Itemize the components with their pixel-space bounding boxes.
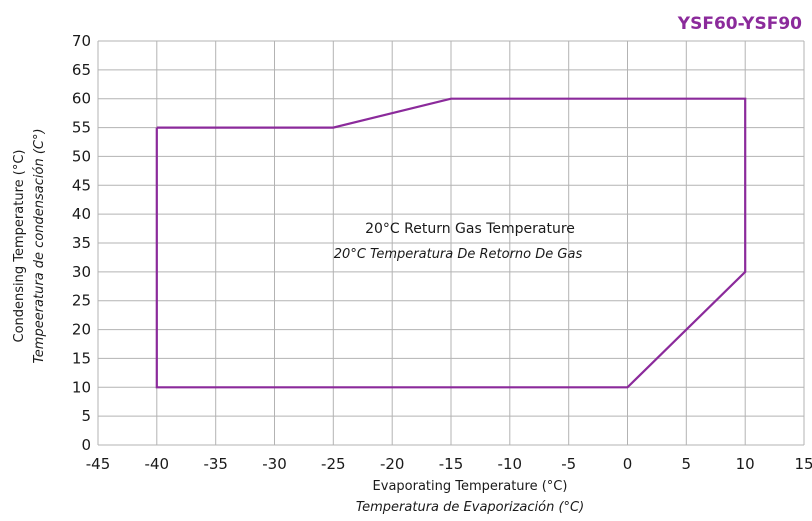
y-tick-label: 40: [72, 205, 91, 223]
x-tick-label: 0: [623, 455, 633, 473]
x-tick-label: -20: [380, 455, 405, 473]
x-tick-label: -45: [86, 455, 111, 473]
x-tick-label: 15: [794, 455, 812, 473]
x-axis-title: Evaporating Temperature (°C): [373, 479, 568, 494]
annotation-en: 20°C Return Gas Temperature: [365, 221, 575, 237]
x-tick-label: 10: [736, 455, 755, 473]
x-tick-labels: -45 -40 -35 -30 -25 -20 -15 -10 -5 0 5 10 15: [86, 455, 812, 473]
x-tick-label: -10: [498, 455, 523, 473]
x-tick-label: -5: [561, 455, 576, 473]
y-tick-label: 55: [72, 119, 91, 137]
envelope-line: [155, 97, 747, 389]
y-tick-label: 0: [81, 436, 91, 454]
x-tick-label: -30: [262, 455, 287, 473]
x-tick-label: -25: [321, 455, 346, 473]
y-tick-label: 5: [81, 407, 91, 425]
y-tick-label: 65: [72, 61, 91, 79]
grid: [97, 40, 805, 446]
y-tick-label: 30: [72, 263, 91, 281]
y-tick-label: 35: [72, 234, 91, 252]
x-tick-label: -35: [203, 455, 228, 473]
annotation-es: 20°C Temperatura De Retorno De Gas: [334, 247, 583, 262]
y-tick-labels: 0 5 10 15 20 25 30 35 40 45 50 55 60 65 70: [72, 32, 91, 454]
y-tick-label: 15: [72, 349, 91, 367]
y-tick-label: 60: [72, 90, 91, 108]
y-axis-title: Condensing Temperature (°C): [12, 150, 27, 343]
x-tick-label: 5: [682, 455, 692, 473]
x-axis-title-es: Temperatura de Evaporización (°C): [356, 500, 584, 515]
y-axis-title-es: Tempeeratura de condensación (C°): [32, 128, 47, 363]
y-tick-label: 20: [72, 321, 91, 339]
x-tick-label: -40: [145, 455, 170, 473]
y-tick-label: 45: [72, 176, 91, 194]
y-tick-label: 25: [72, 292, 91, 310]
y-tick-label: 10: [72, 378, 91, 396]
y-tick-label: 50: [72, 147, 91, 165]
chart-title: YSF60-YSF90: [677, 14, 802, 34]
y-tick-label: 70: [72, 32, 91, 50]
x-tick-label: -15: [439, 455, 464, 473]
